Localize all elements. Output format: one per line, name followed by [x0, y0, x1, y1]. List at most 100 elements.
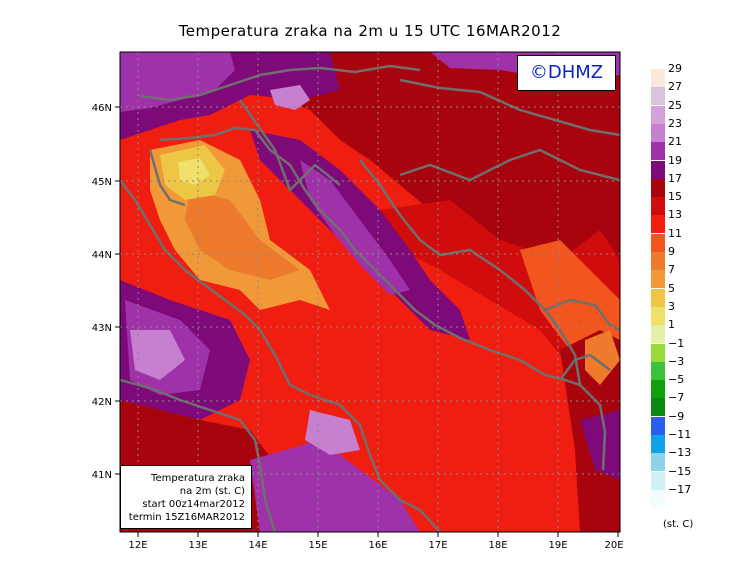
legend-label: 15 — [668, 190, 682, 204]
lat-label-46n: 46N — [92, 103, 112, 114]
legend-label: 11 — [668, 226, 682, 240]
legend-swatch — [651, 160, 665, 179]
coastal-field-21 — [300, 160, 410, 295]
legend-entry: 13 — [651, 209, 740, 234]
legend-entry: 27 — [651, 81, 740, 106]
legend-swatch — [651, 435, 665, 453]
legend-entry: 19 — [651, 154, 740, 179]
coastline — [120, 64, 620, 532]
legend-label: −7 — [668, 391, 685, 405]
legend-swatch — [651, 489, 665, 508]
lon-label-18e: 18E — [488, 540, 507, 551]
lat-label-44n: 44N — [92, 250, 112, 261]
legend-swatch — [651, 252, 665, 270]
legend-swatch — [651, 197, 665, 216]
legend-entry: 15 — [651, 191, 740, 216]
legend-entry: −5 — [651, 374, 740, 399]
lat-lon-grid — [120, 52, 620, 532]
legend-entry: 23 — [651, 117, 740, 142]
legend-label: −17 — [668, 482, 692, 496]
legend-entry: −11 — [651, 429, 740, 453]
legend-swatch — [651, 233, 665, 252]
lon-label-20e: 20E — [604, 540, 623, 551]
legend-label: −11 — [668, 428, 692, 441]
legend-swatch — [651, 178, 665, 197]
legend-entry: 17 — [651, 172, 740, 197]
lat-label-43n: 43N — [92, 323, 112, 334]
legend-swatch — [651, 306, 665, 325]
legend-label: 17 — [668, 171, 682, 185]
legend-entry: −15 — [651, 465, 740, 490]
lon-label-15e: 15E — [308, 540, 327, 551]
lat-label-42n: 42N — [92, 397, 112, 408]
legend-swatch — [651, 270, 665, 289]
legend-swatch — [651, 87, 665, 106]
legend-entry: 1 — [651, 319, 740, 344]
legend-entry: 7 — [651, 264, 740, 289]
legend-swatch — [651, 215, 665, 234]
legend-unit: (st. C) — [663, 519, 694, 530]
legend-label: −13 — [668, 446, 692, 460]
plot-frame — [119, 51, 621, 533]
italy-patch-23 — [130, 330, 185, 380]
legend-entry: 11 — [651, 227, 740, 252]
legend-entry: 9 — [651, 246, 740, 270]
legend-swatch — [651, 288, 665, 307]
lat-label-41n: 41N — [92, 470, 112, 481]
legend-swatch — [651, 142, 665, 161]
legend-label: −1 — [668, 336, 685, 350]
legend-label: 1 — [668, 318, 675, 332]
legend-label: −3 — [668, 354, 685, 368]
legend-swatch — [651, 380, 665, 399]
legend-label: 29 — [668, 62, 682, 75]
legend-entry: −3 — [651, 355, 740, 380]
albania-patch-9 — [585, 330, 620, 385]
legend-swatch — [651, 69, 665, 87]
legend-entry: −1 — [651, 337, 740, 362]
legend-swatch — [651, 416, 665, 435]
legend-entry: −7 — [651, 392, 740, 417]
legend-label: 7 — [668, 263, 675, 277]
legend-entry: 3 — [651, 300, 740, 325]
lon-label-17e: 17E — [428, 540, 447, 551]
lon-label-12e: 12E — [128, 540, 147, 551]
north-patch-23 — [270, 85, 310, 110]
legend-label: 27 — [668, 80, 682, 94]
legend-label: 13 — [668, 208, 682, 222]
legend-label: 23 — [668, 116, 682, 130]
istria-field-3 — [178, 158, 210, 185]
legend-swatch — [651, 361, 665, 380]
lat-label-45n: 45N — [92, 177, 112, 188]
gargano-patch-23 — [305, 410, 360, 455]
east-strip-19 — [580, 410, 620, 480]
legend-entry: 29 — [651, 63, 740, 87]
legend-label: 21 — [668, 135, 682, 149]
forecast-info-box: Temperatura zraka na 2m (st. C) start 00… — [120, 465, 252, 529]
info-line-variable: Temperatura zraka — [151, 473, 245, 484]
lon-label-19e: 19E — [548, 540, 567, 551]
legend-swatch — [651, 325, 665, 344]
legend-label: 25 — [668, 98, 682, 112]
lon-label-13e: 13E — [188, 540, 207, 551]
map-title: Temperatura zraka na 2m u 15 UTC 16MAR20… — [178, 22, 562, 40]
legend-entry: −13 — [651, 447, 740, 472]
legend-label: 5 — [668, 281, 675, 295]
legend-swatch — [651, 398, 665, 417]
info-line-units: na 2m (st. C) — [179, 486, 245, 497]
legend-label: 9 — [668, 245, 675, 258]
legend-label: 3 — [668, 299, 675, 313]
legend-swatch — [651, 343, 665, 362]
lon-label-16e: 16E — [368, 540, 387, 551]
legend-label: 19 — [668, 153, 682, 167]
legend-label: −5 — [668, 373, 685, 387]
legend-label: −9 — [668, 409, 685, 423]
legend-swatch — [651, 123, 665, 142]
istria-field-9 — [185, 190, 300, 280]
legend-entry: −17 — [651, 483, 740, 508]
legend-label: −15 — [668, 464, 692, 478]
info-line-termin: termin 15Z16MAR2012 — [128, 512, 245, 523]
legend-entry: −9 — [651, 410, 740, 435]
legend-swatch — [651, 105, 665, 124]
info-line-start: start 00z14mar2012 — [142, 499, 245, 510]
